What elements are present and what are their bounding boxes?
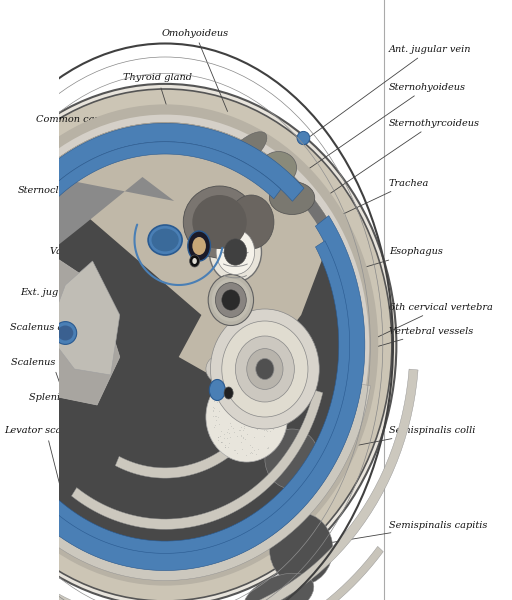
Ellipse shape [152,229,179,251]
Polygon shape [0,142,281,312]
Text: Vagus nerve: Vagus nerve [50,247,192,261]
Text: Sternothyrcoideus: Sternothyrcoideus [312,118,480,205]
Ellipse shape [0,104,378,586]
Text: Splenius capitis: Splenius capitis [0,599,1,600]
Ellipse shape [0,115,369,575]
Ellipse shape [236,336,294,402]
Text: Omohyoideus: Omohyoideus [161,28,228,112]
Text: Common carotid artery: Common carotid artery [36,115,197,244]
Text: Thyroid gland: Thyroid gland [123,73,201,214]
Text: Sternocleidomastoideus: Sternocleidomastoideus [18,186,137,197]
Ellipse shape [183,186,256,258]
Ellipse shape [0,122,362,568]
Ellipse shape [193,258,197,264]
Polygon shape [0,369,418,600]
Text: Trapezius: Trapezius [0,599,1,600]
Ellipse shape [57,325,73,340]
Ellipse shape [0,89,392,600]
Polygon shape [0,255,120,405]
Ellipse shape [269,513,333,585]
Polygon shape [47,261,120,375]
Text: 6th cervical vertebra: 6th cervical vertebra [313,302,493,368]
Ellipse shape [208,274,253,325]
Ellipse shape [227,132,267,168]
Polygon shape [72,390,323,529]
Ellipse shape [0,84,396,600]
Text: Levator scapulae: Levator scapulae [4,426,89,505]
Ellipse shape [269,181,315,214]
Text: Scalenus medius: Scalenus medius [11,358,94,397]
Ellipse shape [265,429,319,489]
Polygon shape [17,384,371,581]
Ellipse shape [189,255,200,267]
Ellipse shape [260,151,296,185]
Ellipse shape [211,278,250,322]
Ellipse shape [148,225,182,255]
Polygon shape [0,124,304,327]
Text: Vertebral vessels: Vertebral vessels [229,326,473,389]
Polygon shape [0,130,230,327]
Ellipse shape [224,387,233,399]
Text: Esophagus: Esophagus [259,247,442,299]
Ellipse shape [224,239,247,265]
Ellipse shape [247,349,283,389]
Text: Semispinalis capitis: Semispinalis capitis [295,520,487,548]
Polygon shape [0,538,226,600]
Ellipse shape [256,358,274,379]
Text: Int. jugular vein: Int. jugular vein [82,153,164,238]
Ellipse shape [216,283,246,317]
Ellipse shape [209,379,225,400]
Text: Semispinalis colli: Semispinalis colli [290,426,475,458]
Ellipse shape [222,321,308,417]
Text: Ant. jugular vein: Ant. jugular vein [310,45,471,136]
Ellipse shape [54,322,77,344]
Ellipse shape [188,231,210,261]
Polygon shape [115,387,276,478]
Ellipse shape [210,309,319,429]
Polygon shape [0,548,326,600]
Ellipse shape [193,237,206,255]
Ellipse shape [222,290,240,310]
Ellipse shape [193,195,247,249]
Ellipse shape [228,195,274,249]
Text: Ext. jugular vein: Ext. jugular vein [20,289,102,330]
Ellipse shape [216,229,254,274]
Polygon shape [0,538,383,600]
Ellipse shape [297,131,310,145]
Ellipse shape [206,372,288,462]
Polygon shape [38,122,336,375]
Ellipse shape [243,573,314,600]
Polygon shape [0,233,364,569]
Text: Scalenus anterior: Scalenus anterior [10,323,97,349]
Polygon shape [0,215,365,571]
Ellipse shape [206,355,233,383]
Text: Splenius colli: Splenius colli [30,393,96,456]
Ellipse shape [209,222,262,282]
Polygon shape [0,175,174,364]
Polygon shape [0,241,350,553]
Polygon shape [0,175,362,568]
Text: Sternohyoideus: Sternohyoideus [304,82,466,172]
Text: Trachea: Trachea [265,179,429,251]
